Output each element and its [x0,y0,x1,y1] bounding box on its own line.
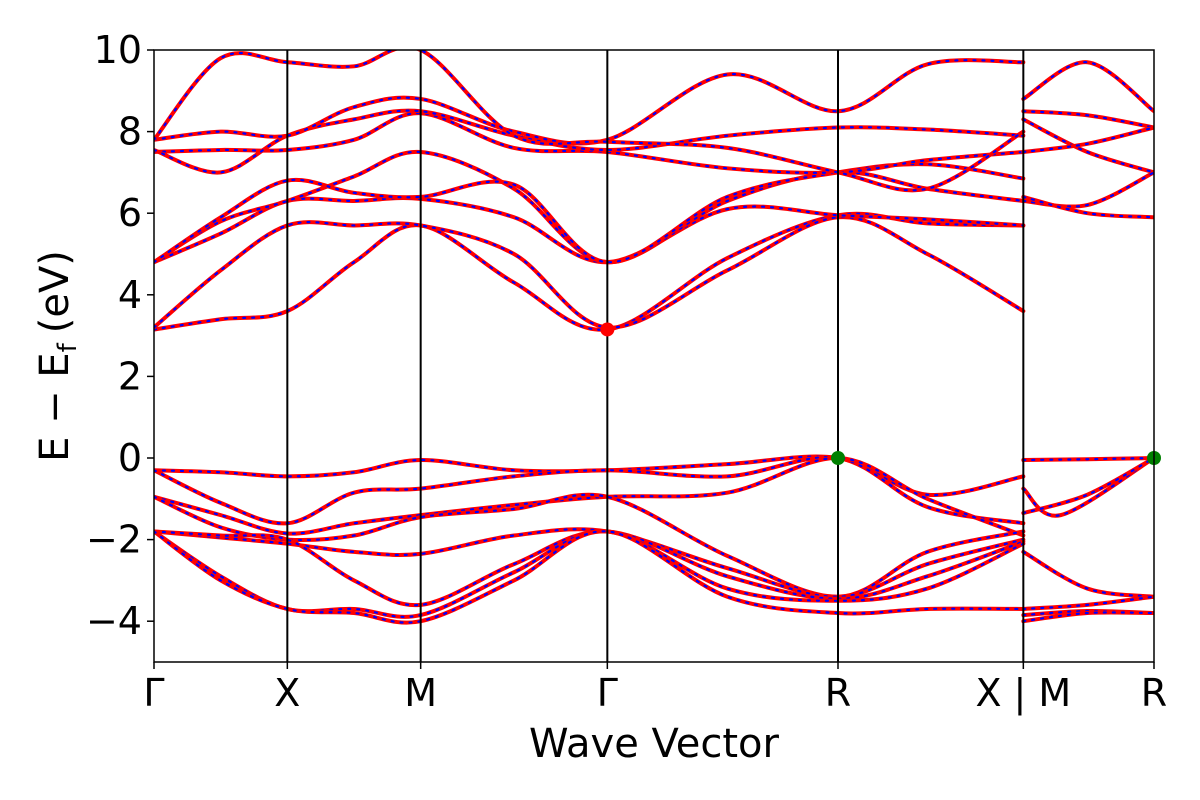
x-tick-label: R [825,671,851,715]
band-line-dashed [154,109,1025,174]
y-axis-label: E − Ef(eV) [32,250,83,462]
y-tick-label: 8 [118,110,142,154]
high-symmetry-lines [286,50,1025,662]
band-line-dashed [154,162,1025,264]
band-line-dashed [154,112,1025,174]
band-line [154,149,1026,265]
band-line-dashed [154,196,1025,264]
band-line-dashed [1022,609,1154,617]
y-axis-label-unit: (eV) [32,250,78,333]
band-line-dashed [154,456,1025,525]
x-axis-label: Wave Vector [529,721,780,767]
band-line-dashed [154,50,1025,192]
y-tick-label: 4 [118,273,142,317]
band-line-dashed [154,212,1025,331]
vbm-marker [831,451,845,465]
band-line-dashed [1022,456,1154,515]
band-line-dashed [154,530,1025,624]
y-tick-label: −2 [86,518,142,562]
y-tick-label: 0 [118,436,142,480]
plot-frame [153,49,1155,663]
y-axis-ticks: −4 −2 0 2 4 6 8 10 [86,28,154,643]
band-lines [154,50,1154,625]
band-line-dashed [1022,171,1154,208]
x-tick-label: Γ [143,671,164,715]
band-line-dashed [1022,550,1154,598]
band-line-dashed [154,528,1025,598]
cbm-marker [600,322,615,337]
x-tick-label: M [404,671,437,715]
y-axis-label-subscript: f [53,342,83,352]
x-tick-label: R [1141,671,1167,715]
band-line-dashed [154,216,1025,329]
y-tick-label: −4 [86,599,142,643]
band-line-dashed [1022,456,1154,462]
band-line-dashed [1022,611,1154,623]
band-line-dashed [154,530,1025,618]
x-tick-label: X [274,671,300,715]
x-tick-label: Γ [597,671,618,715]
band-line-dashed [1022,126,1154,154]
band-line-dashed [154,530,1025,607]
band-line-dashed [1022,195,1154,219]
y-tick-label: 10 [94,28,142,72]
x-tick-label: X | M [975,671,1071,716]
band-line-dashed [1022,61,1154,113]
band-line-dashed [1022,595,1154,611]
band-line-dashed [1022,118,1154,174]
y-tick-label: 6 [118,191,142,235]
x-axis-ticks: Γ X M Γ R X | M R [143,662,1167,716]
band-line-dashed [1022,110,1154,129]
band-line-dashed [154,59,1025,145]
y-tick-label: 2 [118,354,142,398]
